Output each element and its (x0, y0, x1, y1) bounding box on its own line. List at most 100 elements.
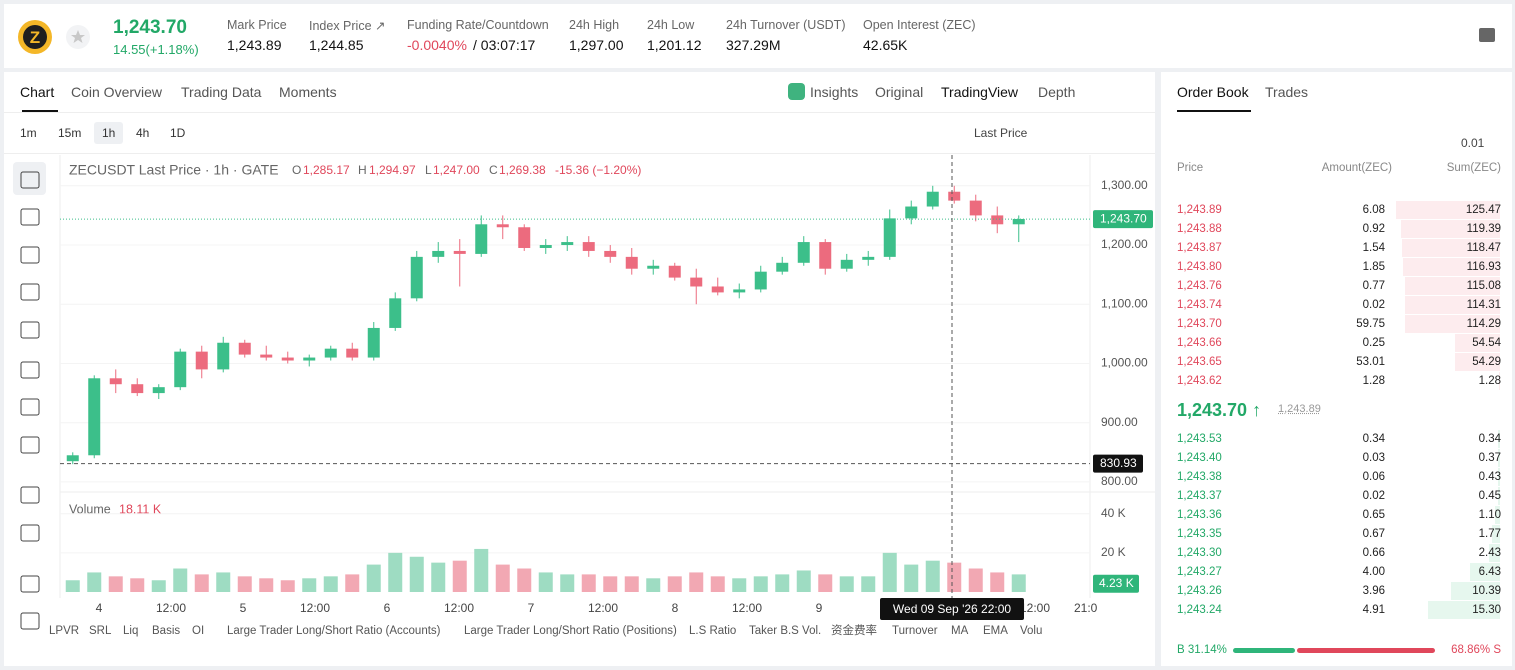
ob-price: 1,243.38 (1177, 471, 1222, 483)
tab[interactable]: Chart (20, 84, 55, 100)
price-change: 14.55(+1.18%) (113, 42, 199, 57)
view-option[interactable]: Original (875, 84, 924, 100)
ob-amount: 53.01 (1356, 356, 1385, 368)
interval[interactable]: 15m (58, 126, 82, 140)
insights-icon[interactable] (788, 83, 805, 100)
price-type[interactable]: Last Price (974, 126, 1028, 140)
view-option[interactable]: Depth (1038, 84, 1076, 100)
notes-icon[interactable] (1479, 28, 1495, 42)
ob-sum: 10.39 (1472, 585, 1501, 597)
volume-bar (560, 574, 575, 592)
x-tick-label: 8 (672, 601, 679, 615)
last-price-tag (1093, 210, 1153, 229)
ob-price: 1,243.53 (1177, 433, 1222, 445)
last-price: 1,243.70 (113, 17, 187, 38)
volume-bar (474, 548, 489, 592)
ob-amount: 59.75 (1356, 318, 1385, 330)
ob-price: 1,243.70 (1177, 318, 1222, 330)
indicator: Volu (1020, 625, 1042, 637)
crosshair-date-tag (880, 598, 1024, 620)
depth-bar (1491, 525, 1500, 543)
tab[interactable]: Coin Overview (71, 84, 163, 100)
indicator: MA (951, 625, 969, 637)
stat-label: Mark Price (227, 18, 287, 32)
tab[interactable]: Trading Data (181, 84, 262, 100)
interval[interactable]: 1D (170, 126, 186, 140)
volume-bar (775, 574, 790, 592)
tool-icon (20, 246, 40, 264)
volume-bar (194, 574, 209, 592)
indicator: Large Trader Long/Short Ratio (Accounts) (227, 625, 441, 637)
x-tick-label: 4 (96, 601, 103, 615)
view-option[interactable]: Insights (810, 84, 859, 100)
volume-bar (818, 574, 833, 592)
crosshair-tag (1093, 454, 1143, 473)
volume-bar (710, 576, 725, 592)
candle-body (453, 250, 466, 254)
volume-bar (882, 552, 897, 592)
order-book-tab[interactable]: Order Book (1177, 84, 1249, 100)
y-tick-label: 900.00 (1101, 415, 1138, 429)
y-tick-label: 800.00 (1101, 474, 1138, 488)
volume-bar (323, 576, 338, 592)
ob-amount: 1.54 (1362, 242, 1385, 254)
interval[interactable]: 1m (20, 126, 37, 140)
ob-price: 1,243.80 (1177, 261, 1222, 273)
ob-amount: 0.25 (1362, 337, 1385, 349)
ob-amount: 4.00 (1362, 566, 1385, 578)
ob-amount: 1.85 (1362, 261, 1385, 273)
candle-body (195, 351, 208, 370)
favorite-star[interactable] (66, 25, 90, 49)
volume-bar (366, 564, 381, 592)
ob-sum: 0.37 (1478, 452, 1501, 464)
ob-amount: 1.28 (1362, 375, 1385, 387)
view-option[interactable]: TradingView (941, 84, 1019, 100)
precision[interactable]: 0.01 (1461, 136, 1485, 150)
ob-amount: 0.66 (1362, 547, 1385, 559)
ob-price: 1,243.74 (1177, 299, 1222, 311)
volume-bar (108, 576, 123, 592)
stat-value: 1,243.89 (227, 37, 282, 53)
candle-body (496, 224, 509, 228)
volume-bar (302, 578, 317, 592)
stat-value: 327.29M (726, 37, 781, 53)
volume-bar (280, 580, 295, 592)
volume-bar (237, 576, 252, 592)
volume-bar (839, 576, 854, 592)
ob-price: 1,243.36 (1177, 509, 1222, 521)
tool-icon (20, 436, 40, 454)
indicator: Basis (152, 625, 180, 637)
stat-label: Open Interest (ZEC) (863, 18, 976, 32)
indicator: SRL (89, 625, 112, 637)
ob-sum: 1.10 (1478, 509, 1501, 521)
ob-sum: 114.31 (1466, 299, 1501, 311)
interval[interactable]: 1h (94, 122, 124, 144)
volume-bar (1011, 574, 1026, 592)
indicator: Turnover (892, 625, 938, 637)
ob-price: 1,243.40 (1177, 452, 1222, 464)
volume-bar (495, 564, 510, 592)
tool-selected[interactable] (13, 162, 46, 195)
stat-label: 24h Turnover (USDT) (726, 18, 846, 32)
candle-body (776, 262, 789, 272)
ohlc-legend: L (425, 163, 432, 177)
ob-amount: 0.03 (1362, 452, 1385, 464)
depth-bar (1498, 449, 1500, 467)
volume-bar (216, 572, 231, 592)
candle-body (905, 206, 918, 219)
candle-body (647, 265, 660, 269)
stat-label: 24h High (569, 18, 620, 32)
stat-extra: / 03:07:17 (473, 37, 536, 53)
tab[interactable]: Moments (279, 84, 337, 100)
volume-bar (581, 574, 596, 592)
interval[interactable]: 4h (136, 126, 150, 140)
col-amount: Amount(ZEC) (1321, 162, 1392, 174)
ob-sum: 1.77 (1478, 528, 1501, 540)
x-tick-label: 9 (816, 601, 823, 615)
trades-tab[interactable]: Trades (1265, 84, 1309, 100)
ob-sum: 119.39 (1466, 223, 1501, 235)
divider (4, 112, 1155, 113)
ob-price: 1,243.35 (1177, 528, 1222, 540)
ob-amount: 4.91 (1362, 604, 1385, 616)
last-volume-label: 4.23 K (1099, 576, 1134, 590)
